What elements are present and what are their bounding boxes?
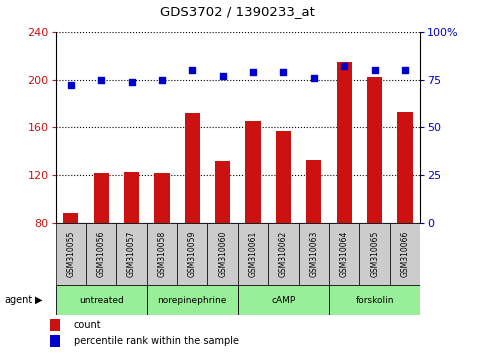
Bar <box>398 112 412 319</box>
Text: GSM310056: GSM310056 <box>97 231 106 277</box>
Point <box>67 82 74 88</box>
Bar <box>245 121 261 319</box>
Point <box>341 63 348 69</box>
Bar <box>86 223 116 285</box>
Point <box>158 77 166 82</box>
Bar <box>147 285 238 315</box>
Point <box>219 73 227 79</box>
Bar <box>63 213 78 319</box>
Bar <box>177 223 208 285</box>
Text: untreated: untreated <box>79 296 124 304</box>
Text: count: count <box>74 320 101 330</box>
Bar <box>359 223 390 285</box>
Bar <box>306 160 322 319</box>
Point <box>371 67 379 73</box>
Bar <box>238 285 329 315</box>
Bar <box>94 173 109 319</box>
Bar <box>337 62 352 319</box>
Text: GSM310066: GSM310066 <box>400 231 410 277</box>
Bar <box>238 223 268 285</box>
Text: cAMP: cAMP <box>271 296 296 304</box>
Text: forskolin: forskolin <box>355 296 394 304</box>
Text: norepinephrine: norepinephrine <box>157 296 227 304</box>
Bar <box>268 223 298 285</box>
Bar <box>329 285 420 315</box>
Text: ▶: ▶ <box>35 295 43 305</box>
Text: GSM310061: GSM310061 <box>249 231 257 277</box>
Bar <box>147 223 177 285</box>
Text: GSM310059: GSM310059 <box>188 231 197 277</box>
Text: percentile rank within the sample: percentile rank within the sample <box>74 336 239 346</box>
Point <box>310 75 318 81</box>
Point <box>280 69 287 75</box>
Text: GSM310060: GSM310060 <box>218 231 227 277</box>
Bar <box>276 131 291 319</box>
Bar <box>298 223 329 285</box>
Text: GSM310055: GSM310055 <box>66 231 75 277</box>
Point <box>249 69 257 75</box>
Text: GSM310063: GSM310063 <box>309 231 318 277</box>
Text: GSM310065: GSM310065 <box>370 231 379 277</box>
Bar <box>50 335 60 347</box>
Bar <box>329 223 359 285</box>
Point <box>188 67 196 73</box>
Bar <box>215 161 230 319</box>
Text: GDS3702 / 1390233_at: GDS3702 / 1390233_at <box>160 5 315 18</box>
Text: agent: agent <box>5 295 33 305</box>
Text: GSM310057: GSM310057 <box>127 231 136 277</box>
Bar <box>185 113 200 319</box>
Bar <box>390 223 420 285</box>
Bar <box>56 223 86 285</box>
Bar <box>208 223 238 285</box>
Text: GSM310064: GSM310064 <box>340 231 349 277</box>
Point <box>401 67 409 73</box>
Bar <box>367 77 382 319</box>
Point <box>128 79 135 84</box>
Bar <box>154 173 170 319</box>
Text: GSM310062: GSM310062 <box>279 231 288 277</box>
Text: GSM310058: GSM310058 <box>157 231 167 277</box>
Bar <box>116 223 147 285</box>
Bar <box>124 172 139 319</box>
Bar <box>56 285 147 315</box>
Point <box>97 77 105 82</box>
Bar <box>50 319 60 331</box>
